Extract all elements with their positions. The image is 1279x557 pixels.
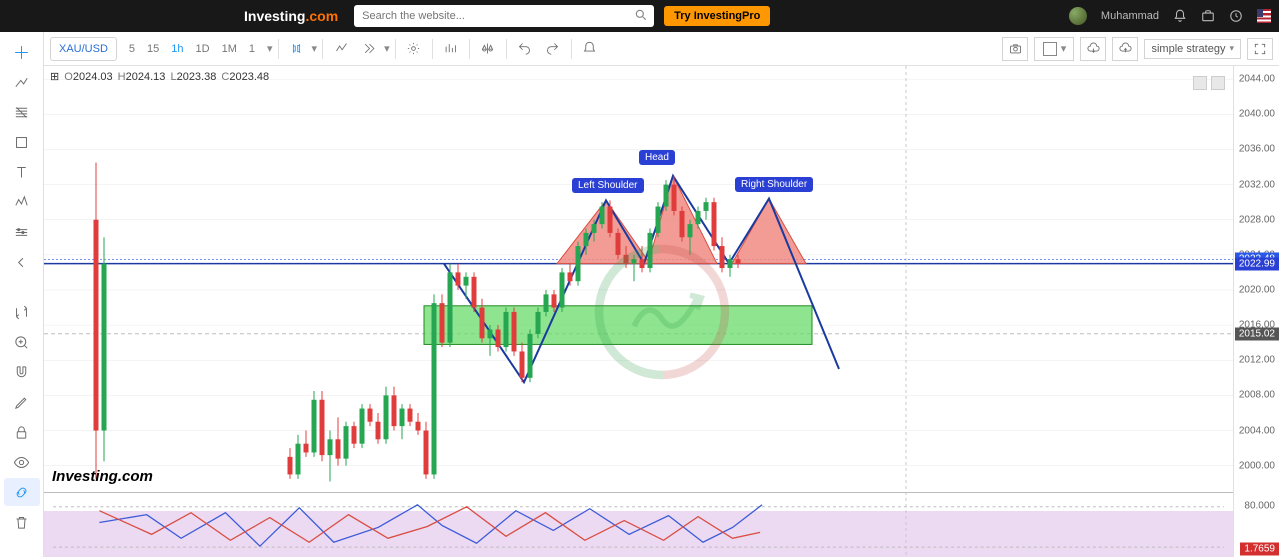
- price-tick: 2004.00: [1239, 425, 1275, 436]
- flag-icon[interactable]: [1257, 9, 1271, 23]
- fullscreen-icon[interactable]: [1247, 38, 1273, 60]
- timeframe-5[interactable]: 5: [123, 39, 141, 59]
- timeframe-15[interactable]: 15: [141, 39, 165, 59]
- price-tick: 2008.00: [1239, 390, 1275, 401]
- brand-suffix: .com: [305, 8, 338, 24]
- search-icon: [634, 8, 648, 22]
- forecast-tool[interactable]: [4, 218, 40, 246]
- timeframe-1h[interactable]: 1h: [165, 39, 189, 59]
- indicator-tick: 80.000: [1244, 501, 1275, 512]
- avatar[interactable]: [1069, 7, 1087, 25]
- search-wrap: [354, 5, 654, 27]
- bars-icon[interactable]: [438, 37, 464, 61]
- price-tag: 2015.02: [1235, 327, 1279, 340]
- price-axis[interactable]: 2044.002040.002036.002032.002028.002024.…: [1233, 66, 1279, 557]
- chart-btn-2[interactable]: [1211, 76, 1225, 90]
- symbol-label: XAU/USD: [59, 43, 108, 55]
- chart-btn-1[interactable]: [1193, 76, 1207, 90]
- timeframe-1D[interactable]: 1D: [190, 39, 216, 59]
- eye-tool[interactable]: [4, 448, 40, 476]
- pattern-tool[interactable]: [4, 188, 40, 216]
- fib-tool[interactable]: [4, 98, 40, 126]
- timeframe-1[interactable]: 1: [243, 39, 261, 59]
- top-nav: Investing.com Try InvestingPro Muhammad: [0, 0, 1279, 32]
- dropdown-caret-icon[interactable]: ▾: [267, 42, 273, 55]
- lock-tool[interactable]: [4, 418, 40, 446]
- layout-icon[interactable]: ▾: [1034, 37, 1074, 61]
- alert-icon[interactable]: [577, 37, 603, 61]
- chart-toolbar: XAU/USD 5151h1D1M1 ▾ ▾ ▾ ▾: [44, 32, 1279, 66]
- watermark-logo: Investing.com: [52, 468, 153, 485]
- try-pro-button[interactable]: Try InvestingPro: [664, 6, 770, 26]
- price-tick: 2040.00: [1239, 109, 1275, 120]
- price-tag: 2022.99: [1235, 257, 1279, 270]
- link-tool[interactable]: [4, 478, 40, 506]
- settings-icon[interactable]: [401, 37, 427, 61]
- strategy-label: simple strategy: [1151, 43, 1225, 55]
- chart-buttons: [1193, 76, 1225, 90]
- price-tick: 2020.00: [1239, 284, 1275, 295]
- timeframe-1M[interactable]: 1M: [216, 39, 243, 59]
- price-tick: 2012.00: [1239, 355, 1275, 366]
- scales-icon[interactable]: [475, 37, 501, 61]
- indicators-icon[interactable]: [328, 37, 354, 61]
- search-input[interactable]: [354, 5, 654, 27]
- pencil-tool[interactable]: [4, 388, 40, 416]
- trendline-tool[interactable]: [4, 68, 40, 96]
- brand-logo: Investing.com: [238, 8, 344, 24]
- briefcase-icon[interactable]: [1201, 9, 1215, 23]
- topbar-right: Muhammad: [1069, 7, 1271, 25]
- price-tick: 2000.00: [1239, 460, 1275, 471]
- brand-text: Investing: [244, 8, 305, 24]
- price-tick: 2028.00: [1239, 214, 1275, 225]
- caret-icon[interactable]: ▾: [312, 42, 318, 55]
- strategy-selector[interactable]: simple strategy: [1144, 39, 1241, 59]
- shapes-tool[interactable]: [4, 128, 40, 156]
- timeframe-group: 5151h1D1M1: [123, 39, 261, 59]
- clock-icon[interactable]: [1229, 9, 1243, 23]
- username-label: Muhammad: [1101, 10, 1159, 22]
- bell-icon[interactable]: [1173, 9, 1187, 23]
- drawing-toolbar: [0, 32, 44, 557]
- cloud-up-icon[interactable]: [1112, 37, 1138, 61]
- camera-icon[interactable]: [1002, 37, 1028, 61]
- zoom-tool[interactable]: [4, 328, 40, 356]
- symbol-selector[interactable]: XAU/USD: [50, 37, 117, 61]
- measure-tool[interactable]: [4, 298, 40, 326]
- redo-icon[interactable]: [540, 37, 566, 61]
- head-label: Head: [639, 150, 675, 165]
- trash-tool[interactable]: [4, 508, 40, 536]
- cursor-tool[interactable]: [4, 38, 40, 66]
- price-tick: 2032.00: [1239, 179, 1275, 190]
- left-shoulder-label: Left Shoulder: [572, 178, 644, 193]
- price-tag: 1.7659: [1240, 543, 1279, 556]
- back-tool[interactable]: [4, 248, 40, 276]
- caret2-icon[interactable]: ▾: [384, 42, 390, 55]
- magnet-tool[interactable]: [4, 358, 40, 386]
- candle-style-icon[interactable]: [284, 37, 310, 61]
- ohlc-legend: ⊞ O2024.03 H2024.13 L2023.38 C2023.48: [50, 70, 269, 83]
- undo-icon[interactable]: [512, 37, 538, 61]
- indicator-pane[interactable]: [44, 492, 1233, 557]
- compare-icon[interactable]: [356, 37, 382, 61]
- cloud-down-icon[interactable]: [1080, 37, 1106, 61]
- price-tick: 2044.00: [1239, 74, 1275, 85]
- price-tick: 2036.00: [1239, 144, 1275, 155]
- chart-canvas[interactable]: ⊞ O2024.03 H2024.13 L2023.38 C2023.48 In…: [44, 66, 1279, 557]
- right-shoulder-label: Right Shoulder: [735, 177, 813, 192]
- text-tool[interactable]: [4, 158, 40, 186]
- chart-svg: [44, 66, 1279, 557]
